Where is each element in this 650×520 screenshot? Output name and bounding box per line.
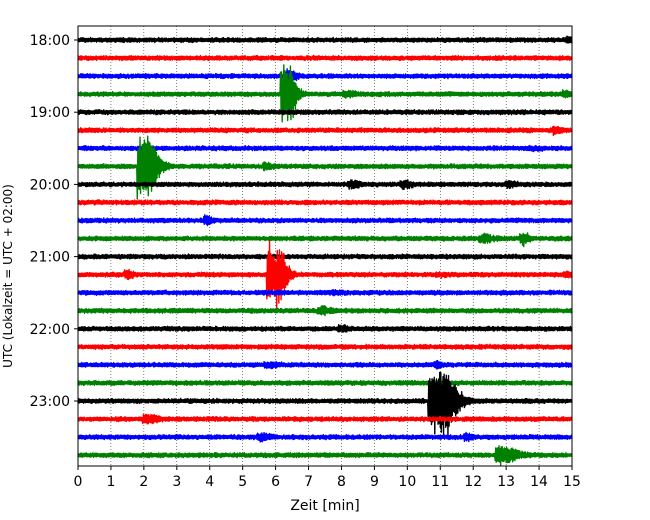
trace-1845 <box>77 64 573 123</box>
trace-2030 <box>77 214 573 227</box>
x-tick-label: 0 <box>74 474 83 490</box>
y-tick-label: 18:00 <box>30 33 70 49</box>
x-tick-label: 11 <box>431 474 449 490</box>
y-tick-label: 20:00 <box>30 177 70 193</box>
x-tick-label: 9 <box>370 474 379 490</box>
x-tick-label: 12 <box>464 474 482 490</box>
plot-frame <box>77 25 573 467</box>
y-tick-label: 23:00 <box>30 394 70 410</box>
x-tick-label: 8 <box>337 474 346 490</box>
trace-1800 <box>77 35 573 44</box>
x-tick-label: 2 <box>139 474 148 490</box>
trace-2315 <box>77 413 573 425</box>
y-axis-label: UTC (Lokalzeit = UTC + 02:00) <box>1 184 15 368</box>
x-tick-label: 7 <box>304 474 313 490</box>
x-tick-label: 3 <box>172 474 181 490</box>
x-tick-label: 13 <box>497 474 515 490</box>
trace-2000 <box>77 179 573 191</box>
y-tick-label: 19:00 <box>30 105 70 121</box>
x-tick-label: 14 <box>530 474 548 490</box>
trace-2045 <box>77 232 573 248</box>
x-tick-label: 1 <box>106 474 115 490</box>
trace-1900 <box>77 108 573 116</box>
y-tick-label: 22:00 <box>30 322 70 338</box>
trace-2130 <box>77 288 573 297</box>
x-axis-label: Zeit [min] <box>290 498 359 514</box>
trace-1945 <box>77 135 573 200</box>
trace-1830 <box>77 68 573 83</box>
trace-2145 <box>77 305 573 317</box>
trace-2345 <box>77 445 573 466</box>
x-tick-label: 5 <box>238 474 247 490</box>
trace-2215 <box>77 343 573 351</box>
y-axis-ticks: 18:00 19:00 20:00 21:00 22:00 23:00 <box>30 33 78 410</box>
x-tick-label: 15 <box>563 474 581 490</box>
trace-2015 <box>77 199 573 206</box>
trace-2200 <box>77 323 573 333</box>
trace-2115 <box>77 239 573 309</box>
trace-2230 <box>77 359 573 370</box>
x-tick-label: 10 <box>398 474 416 490</box>
trace-1815 <box>77 54 573 62</box>
vertical-grid-lines <box>110 26 540 466</box>
x-tick-label: 6 <box>271 474 280 490</box>
trace-1915 <box>77 125 573 137</box>
seismic-traces <box>77 35 573 466</box>
y-tick-label: 21:00 <box>30 250 70 266</box>
trace-2300 <box>77 371 573 438</box>
x-axis-ticks: 0 1 2 3 4 5 6 7 8 9 10 11 12 13 14 15 <box>74 466 581 490</box>
trace-2330 <box>77 431 573 443</box>
trace-2245 <box>77 379 573 387</box>
trace-2100 <box>77 253 573 260</box>
x-tick-label: 4 <box>205 474 214 490</box>
trace-1930 <box>77 144 573 153</box>
